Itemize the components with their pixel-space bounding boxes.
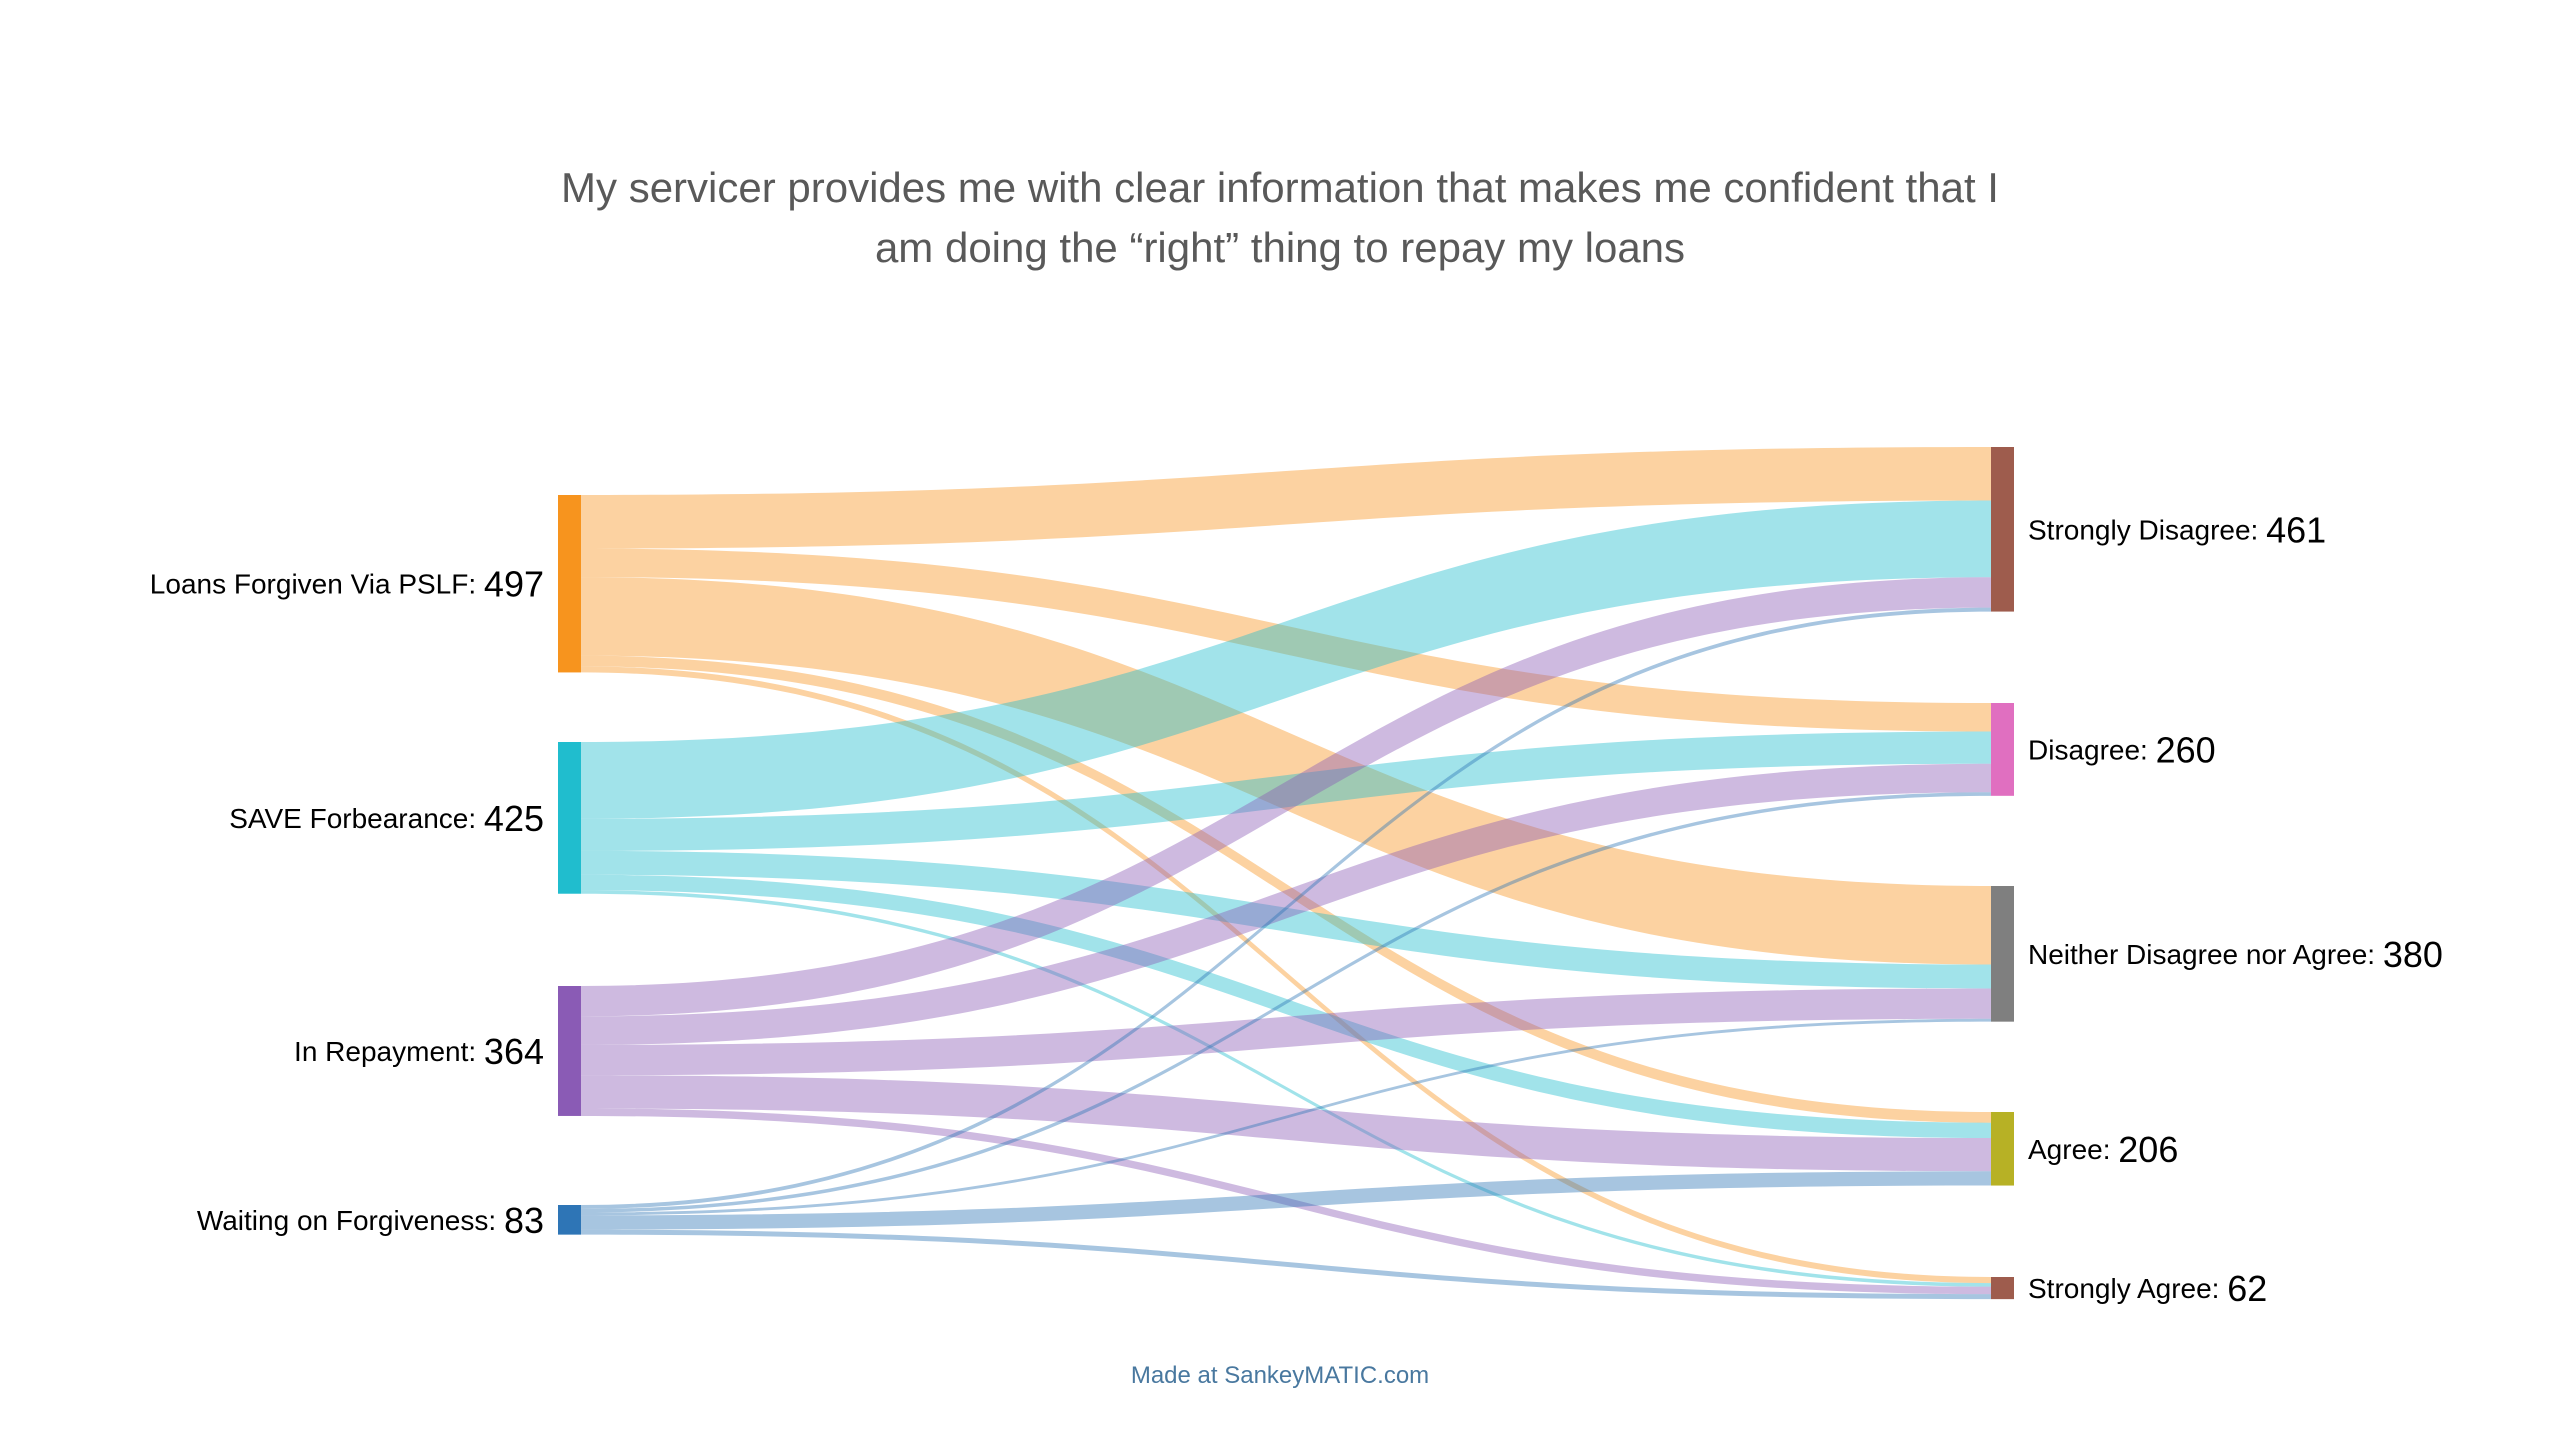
- chart-title-line1: My servicer provides me with clear infor…: [561, 164, 1999, 211]
- sankey-node-a: [1991, 1112, 2014, 1186]
- sankey-flow-pslf-to-sa: [581, 666, 1991, 1284]
- sankey-node-n: [1991, 886, 2014, 1022]
- sankey-node-sd: [1991, 447, 2014, 612]
- sankey-flow-repay-to-d: [581, 763, 1991, 1045]
- node-label-sa: Strongly Agree: 62: [2028, 1268, 2267, 1309]
- credit-line: Made at SankeyMATIC.com: [1130, 1362, 1430, 1389]
- sankey-node-repay: [558, 986, 581, 1116]
- sankey-flow-save-to-n: [581, 850, 1991, 989]
- sankey-flow-repay-to-sa: [581, 1108, 1991, 1295]
- sankey-flow-repay-to-sd: [581, 577, 1991, 1017]
- sankey-flow-wait-to-sa: [581, 1229, 1991, 1300]
- sankey-flow-save-to-sa: [581, 890, 1991, 1287]
- sankey-flow-save-to-a: [581, 874, 1991, 1139]
- sankey-flow-wait-to-sd: [581, 607, 1991, 1209]
- sankey-node-d: [1991, 703, 2014, 796]
- sankey-flow-pslf-to-n: [581, 577, 1991, 965]
- node-label-a: Agree: 206: [2028, 1128, 2178, 1169]
- node-label-save: SAVE Forbearance: 425: [229, 797, 544, 838]
- sankey-node-save: [558, 742, 581, 894]
- chart-title-line2: am doing the “right” thing to repay my l…: [874, 224, 1686, 271]
- sankey-flow-save-to-sd: [581, 500, 1991, 819]
- sankey-flow-wait-to-a: [581, 1171, 1991, 1230]
- node-label-sd: Strongly Disagree: 461: [2028, 509, 2326, 550]
- sankey-flow-repay-to-n: [581, 988, 1991, 1076]
- sankey-flow-wait-to-n: [581, 1018, 1991, 1216]
- node-label-repay: In Repayment: 364: [294, 1030, 544, 1071]
- node-label-pslf: Loans Forgiven Via PSLF: 497: [150, 563, 544, 604]
- sankey-node-pslf: [558, 495, 581, 673]
- sankey-flow-wait-to-d: [581, 792, 1991, 1213]
- node-label-wait: Waiting on Forgiveness: 83: [197, 1199, 544, 1240]
- node-label-n: Neither Disagree nor Agree: 380: [2028, 933, 2443, 974]
- node-label-d: Disagree: 260: [2028, 729, 2216, 770]
- sankey-flow-save-to-d: [581, 731, 1991, 851]
- sankey-flow-pslf-to-d: [581, 548, 1991, 732]
- sankey-node-wait: [558, 1205, 581, 1235]
- sankey-node-sa: [1991, 1277, 2014, 1300]
- chart-title: My servicer provides me with clear infor…: [0, 158, 2560, 278]
- sankey-flow-pslf-to-a: [581, 655, 1991, 1123]
- sankey-flow-pslf-to-sd: [581, 447, 1991, 549]
- sankey-flow-repay-to-a: [581, 1075, 1991, 1172]
